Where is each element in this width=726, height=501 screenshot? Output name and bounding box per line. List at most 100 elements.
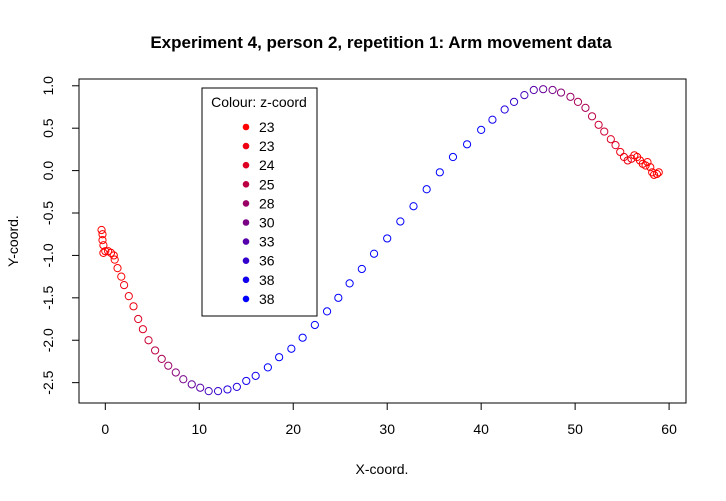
- legend: Colour: z-coord 23 23 24 25 28 30 33 36 38 38: [201, 87, 318, 317]
- data-point: [213, 387, 223, 396]
- data-point: [275, 353, 284, 362]
- data-point: [623, 156, 632, 165]
- data-point: [120, 281, 129, 290]
- legend-entry-label: 24: [259, 157, 275, 173]
- x-tick-label: 30: [379, 421, 395, 437]
- legend-entry-label: 38: [259, 272, 275, 288]
- data-point: [134, 314, 143, 324]
- data-point: [357, 264, 366, 274]
- data-point: [587, 112, 597, 121]
- x-axis-label: X-coord.: [356, 461, 409, 477]
- data-point: [654, 168, 663, 177]
- data-point: [643, 158, 652, 167]
- data-point: [101, 247, 110, 256]
- x-tick-label: 60: [661, 421, 677, 437]
- data-point: [345, 279, 354, 288]
- y-tick-label: 1.0: [40, 76, 56, 96]
- legend-swatch: [242, 276, 250, 284]
- legend-entry-label: 33: [259, 234, 275, 250]
- x-tick-label: 0: [101, 421, 109, 437]
- data-point: [322, 307, 332, 316]
- data-point: [548, 85, 557, 95]
- y-axis: 1.0 0.5 0.0 -0.5 -1.0 -1.5 -2.0 -2.5: [40, 76, 80, 395]
- data-point: [110, 255, 119, 264]
- legend-swatch: [242, 161, 250, 169]
- data-point: [646, 163, 655, 172]
- data-point: [117, 272, 126, 281]
- data-point: [204, 387, 213, 396]
- data-point: [97, 225, 106, 235]
- data-point: [171, 368, 180, 377]
- legend-box: [201, 87, 318, 317]
- legend-swatch: [242, 142, 250, 150]
- data-point: [232, 382, 241, 391]
- data-point: [383, 234, 392, 243]
- data-point: [369, 249, 379, 258]
- legend-entries: 23 23 24 25 28 30 33 36 38 38: [242, 119, 275, 307]
- data-point: [298, 333, 307, 342]
- data-point: [113, 264, 122, 273]
- data-point: [187, 380, 196, 389]
- legend-entry-label: 36: [259, 253, 275, 269]
- data-point: [422, 185, 431, 194]
- y-tick-label: -1.5: [40, 286, 56, 310]
- data-point: [109, 251, 118, 260]
- data-point: [462, 140, 472, 149]
- data-point: [520, 91, 529, 100]
- x-tick-label: 40: [473, 421, 489, 437]
- data-point: [556, 88, 566, 97]
- x-tick-label: 50: [567, 421, 583, 437]
- data-point: [310, 320, 319, 330]
- data-point: [396, 217, 405, 226]
- legend-swatch: [242, 123, 250, 131]
- legend-entry-label: 28: [259, 195, 275, 211]
- legend-entry-label: 30: [259, 215, 275, 231]
- data-point: [581, 103, 590, 112]
- data-point: [600, 127, 609, 136]
- data-point: [616, 147, 625, 157]
- y-tick-label: 0.5: [40, 118, 56, 138]
- data-point: [648, 168, 657, 177]
- data-point: [129, 302, 138, 311]
- data-point: [573, 97, 583, 107]
- data-point: [606, 135, 615, 144]
- data-point: [539, 85, 548, 94]
- legend-entry-label: 25: [259, 176, 275, 192]
- data-point: [138, 325, 147, 334]
- data-points: [97, 85, 663, 396]
- y-tick-label: -2.0: [40, 328, 56, 352]
- data-point: [151, 346, 160, 355]
- legend-swatch: [242, 238, 250, 245]
- data-point: [477, 125, 486, 134]
- data-point: [99, 248, 108, 257]
- data-point: [98, 230, 107, 239]
- x-axis: 0 10 20 30 40 50 60: [101, 402, 677, 437]
- data-point: [529, 85, 538, 95]
- data-point: [106, 248, 116, 257]
- data-point: [98, 236, 107, 245]
- data-point: [124, 292, 133, 301]
- data-point: [251, 371, 260, 380]
- y-tick-label: -2.5: [40, 370, 56, 394]
- data-point: [334, 293, 343, 302]
- legend-swatch: [242, 295, 250, 303]
- data-point: [179, 375, 188, 384]
- y-tick-label: -0.5: [40, 201, 56, 225]
- legend-swatch: [242, 219, 250, 226]
- data-point: [287, 344, 296, 353]
- data-point: [448, 152, 458, 162]
- chart-title: Experiment 4, person 2, repetition 1: Ar…: [150, 33, 612, 52]
- legend-entry-label: 23: [259, 138, 275, 154]
- data-point: [652, 169, 661, 179]
- y-tick-label: 0.0: [40, 161, 56, 181]
- data-point: [144, 336, 153, 345]
- data-point: [263, 363, 272, 372]
- data-point: [157, 354, 166, 363]
- legend-title: Colour: z-coord: [211, 94, 307, 110]
- legend-swatch: [242, 181, 250, 188]
- data-point: [435, 168, 444, 177]
- y-tick-label: -1.0: [40, 243, 56, 267]
- data-point: [566, 92, 575, 101]
- data-point: [242, 376, 251, 386]
